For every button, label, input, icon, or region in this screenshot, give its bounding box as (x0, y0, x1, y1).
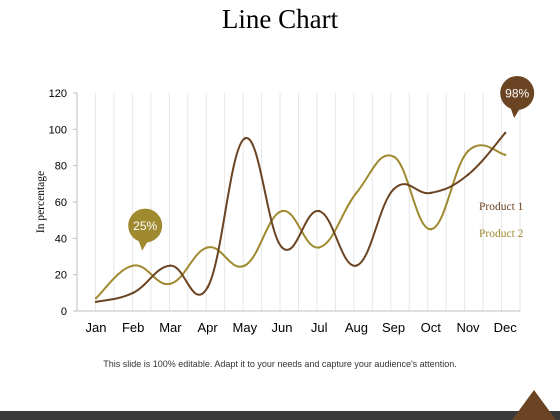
x-tick-label: Mar (159, 320, 182, 335)
x-tick-label: Oct (421, 320, 442, 335)
y-tick-label: 0 (61, 306, 67, 318)
y-tick-label: 100 (49, 124, 67, 136)
x-tick-label: Sep (382, 320, 405, 335)
grid-layer (76, 93, 521, 311)
data-point-product-1 (392, 188, 395, 191)
data-point-product-2 (466, 149, 470, 153)
data-point-product-2 (392, 155, 395, 158)
data-point-product-2 (355, 191, 358, 195)
y-tick-label: 80 (55, 161, 67, 173)
slide-title: Line Chart (221, 4, 339, 34)
data-point-product-1 (504, 131, 507, 135)
legend-item-product-2: Product 2 (479, 228, 524, 240)
x-tick-label: Jan (86, 320, 107, 335)
data-point-product-2 (429, 228, 432, 231)
data-point-product-1 (243, 137, 246, 140)
data-point-product-2 (243, 264, 246, 267)
callout-tail (510, 106, 521, 118)
data-point-product-1 (429, 191, 432, 195)
data-point-product-1 (355, 264, 358, 267)
series-layer (94, 131, 507, 304)
data-point-product-1 (132, 291, 135, 295)
data-point-product-2 (318, 246, 321, 249)
callout-tail (138, 239, 149, 251)
data-point-product-1 (318, 209, 321, 213)
line-chart: 0 20 40 60 80 100 120 Jan Feb Mar Apr May Jun Jul Aug S… (35, 75, 535, 335)
y-tick-label: 40 (55, 233, 67, 245)
bottom-bar (0, 411, 560, 420)
callout-label: 98% (505, 86, 529, 100)
x-tick-label: Apr (197, 320, 218, 335)
x-tick-label: Dec (494, 320, 518, 335)
corner-triangle-decoration (512, 390, 556, 420)
data-point-product-2 (206, 246, 209, 249)
data-point-product-1 (94, 300, 98, 304)
callout-circle (500, 75, 535, 110)
x-tick-label: Aug (345, 320, 368, 335)
data-point-product-1 (466, 173, 470, 176)
x-tick-label: Nov (456, 320, 480, 335)
data-point-product-2 (280, 209, 284, 213)
legend-layer: Product 1 Product 2 (479, 201, 524, 240)
axis-layer: 0 20 40 60 80 100 120 Jan Feb Mar Apr May Jun Jul Aug S… (35, 88, 520, 335)
data-point-product-2 (132, 264, 135, 267)
x-tick-label: Jul (311, 320, 328, 335)
x-tick-label: Jun (272, 320, 293, 335)
callout-label: 25% (133, 219, 157, 233)
data-point-product-1 (169, 264, 172, 267)
x-tick-label: Feb (122, 320, 144, 335)
callout-circle (128, 208, 163, 243)
callout-bubble: 98% (500, 75, 535, 118)
y-tick-label: 20 (55, 270, 67, 282)
data-point-product-2 (504, 153, 507, 156)
data-point-product-1 (280, 246, 284, 249)
callout-layer: 25% 98% (128, 75, 535, 251)
data-point-product-2 (94, 297, 98, 300)
data-point-product-2 (169, 282, 172, 285)
x-tick-label: May (233, 320, 258, 335)
y-tick-label: 120 (49, 88, 67, 100)
y-axis-label: In percentage (35, 171, 47, 233)
data-point-product-1 (206, 286, 209, 289)
callout-bubble: 25% (128, 208, 163, 251)
legend-item-product-1: Product 1 (479, 201, 524, 213)
slide-footnote: This slide is 100% editable. Adapt it to… (103, 359, 457, 369)
y-tick-label: 60 (55, 197, 67, 209)
